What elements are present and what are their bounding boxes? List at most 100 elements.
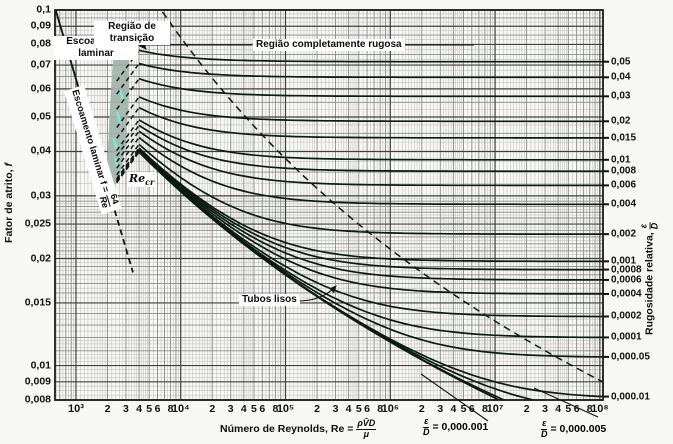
right-axis-tick-label: 0,0006 — [611, 274, 642, 286]
right-axis-tick-marks — [603, 60, 609, 398]
right-axis-tick-label: 0,0002 — [611, 310, 642, 322]
x-minor-tick-label: 3 — [332, 403, 339, 415]
x-minor-tick-label: 5 — [565, 403, 572, 415]
x-minor-tick-label: 5 — [251, 403, 257, 415]
transition-dashed-segment — [116, 96, 140, 128]
x-minor-tick-label: 6 — [259, 403, 266, 415]
x-minor-tick-label: 8 — [377, 403, 384, 415]
y-tick-label: 0,05 — [30, 110, 51, 123]
x-minor-tick-label: 3 — [542, 403, 548, 415]
x-minor-tick-label: 4 — [345, 403, 352, 415]
y-tick-label: 0,06 — [30, 82, 51, 95]
right-axis-tick-label: 0,001 — [611, 255, 637, 267]
x-axis-title: Número de Reynolds, Re = ρV̄D μ — [220, 418, 379, 440]
smooth-pipes-label: Tubos lisos — [239, 294, 300, 306]
y-tick-label: 0,03 — [30, 189, 51, 202]
roughness-curve — [138, 147, 603, 263]
right-axis-title-fraction: ε D — [638, 222, 660, 230]
x-minor-tick-label: 2 — [314, 403, 320, 415]
critical-reynolds-label: Recr — [127, 172, 157, 188]
right-axis-tick-label: 0,05 — [611, 55, 631, 67]
smooth-pipe-curve — [138, 151, 501, 400]
x-tick-label: 10⁶ — [381, 403, 399, 415]
y-tick-label: 0,015 — [24, 296, 51, 309]
right-axis-tick-label: 0,02 — [611, 115, 631, 127]
x-minor-tick-label: 4 — [136, 403, 142, 415]
x-tick-label: 10⁸ — [591, 403, 609, 415]
x-minor-tick-label: 5 — [460, 403, 467, 415]
x-tick-label: 10⁴ — [171, 403, 190, 415]
roughness-curve — [138, 96, 603, 123]
x-minor-tick-label: 2 — [104, 403, 111, 415]
roughness-annotation-2-fraction: ε D — [541, 418, 548, 439]
transition-dashed-segment — [116, 137, 140, 169]
y-axis-title-var: f — [3, 163, 15, 167]
transition-dashed-segment — [116, 119, 140, 151]
roughness-annotation-1e-6: ε D = 0,000.001 — [423, 416, 489, 437]
x-minor-tick-label: 6 — [154, 403, 161, 415]
x-minor-tick-label: 8 — [482, 403, 488, 415]
roughness-curve — [138, 148, 603, 281]
y-tick-label: 0,07 — [30, 58, 51, 71]
x-minor-tick-label: 2 — [418, 403, 425, 415]
y-axis-title-text: Fator de atrito, — [3, 169, 15, 243]
right-axis-tick-label: 0,03 — [611, 90, 631, 102]
right-axis-title: Rugosidade relativa, ε D — [638, 187, 661, 367]
right-axis-tick-label: 0,000.05 — [611, 351, 650, 363]
y-axis-title: Fator de atrito, f — [3, 133, 15, 273]
transition-dashed-segment — [116, 124, 140, 157]
laminar-line-extension — [110, 200, 134, 273]
x-minor-tick-label: 3 — [227, 403, 234, 415]
roughness-curve — [138, 62, 603, 79]
right-axis-tick-label: 0,008 — [611, 165, 637, 177]
x-minor-tick-label: 3 — [437, 403, 444, 415]
x-axis-title-fraction: ρV̄D μ — [356, 418, 377, 439]
roughness-curve — [138, 119, 603, 161]
transition-dashed-segment — [116, 143, 140, 176]
transition-dashed-segment — [116, 130, 140, 163]
roughness-annotation-1-fraction: ε D — [423, 416, 430, 437]
transition-dashed-segment — [116, 107, 140, 139]
right-axis-title-text: Rugosidade relativa, — [644, 232, 656, 335]
right-axis-tick-label: 0,01 — [611, 154, 631, 166]
x-minor-tick-label: 4 — [555, 403, 562, 415]
x-minor-tick-label: 5 — [355, 403, 362, 415]
roughness-annotation-5e-6: ε D = 0,000.005 — [541, 418, 607, 439]
x-tick-label: 10⁵ — [276, 403, 295, 415]
right-axis-tick-label: 0,0008 — [611, 263, 642, 275]
x-tick-label: 10³ — [68, 403, 84, 415]
right-axis-tick-label: 0,002 — [611, 228, 637, 240]
x-minor-tick-label: 5 — [146, 403, 153, 415]
y-tick-label: 0,025 — [24, 217, 51, 230]
right-axis-tick-label: 0,0004 — [611, 288, 642, 300]
y-tick-label: 0,1 — [36, 3, 51, 16]
x-axis-title-text: Número de Reynolds, Re = — [220, 423, 354, 436]
roughness-curve — [138, 150, 603, 318]
roughness-curve — [138, 124, 603, 173]
x-minor-tick-label: 4 — [240, 403, 247, 415]
x-minor-tick-label: 4 — [450, 403, 457, 415]
x-minor-tick-label: 6 — [573, 403, 580, 415]
right-axis-tick-label: 0,04 — [611, 71, 631, 83]
transition-dashed-segment — [116, 49, 140, 82]
y-tick-label: 0,008 — [24, 393, 51, 406]
right-axis-tick-label: 0,004 — [611, 198, 637, 210]
x-minor-tick-label: 8 — [272, 403, 279, 415]
roughness-curve — [138, 130, 603, 187]
roughness-curve — [138, 49, 603, 63]
right-axis-tick-label: 0,000.01 — [611, 390, 650, 402]
y-tick-label: 0,01 — [30, 359, 51, 372]
roughness-curve — [138, 77, 603, 98]
transition-region-label: Região de transição — [94, 21, 170, 45]
x-minor-tick-label: 2 — [209, 403, 216, 415]
x-minor-tick-label: 8 — [586, 403, 593, 415]
roughness-curve — [138, 136, 603, 206]
x-minor-tick-label: 2 — [523, 403, 530, 415]
roughness-curve — [138, 149, 603, 295]
right-axis-tick-label: 0,006 — [611, 179, 637, 191]
y-tick-label: 0,009 — [24, 375, 51, 388]
roughness-curve — [138, 148, 603, 271]
right-axis-tick-label: 0,0001 — [611, 331, 642, 343]
x-minor-tick-label: 8 — [167, 403, 174, 415]
